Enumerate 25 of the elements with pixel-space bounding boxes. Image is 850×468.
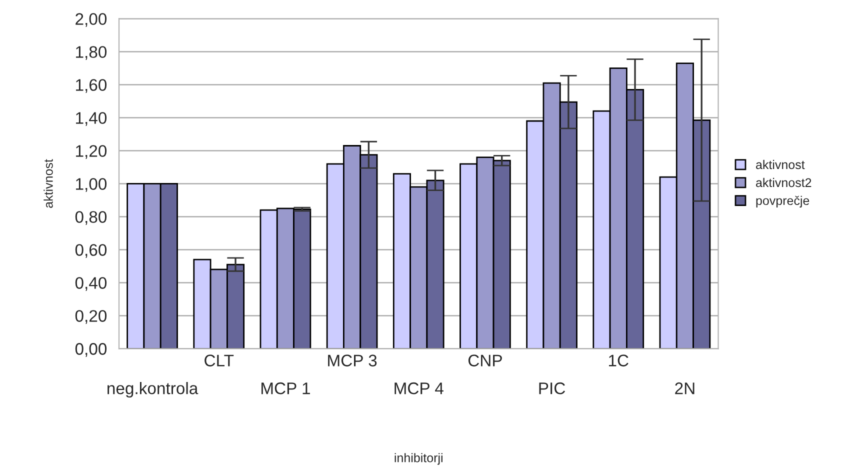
x-tick-label: PIC — [539, 382, 566, 394]
y-tick-label: 2,00 — [76, 13, 107, 27]
y-tick-label: 0,80 — [75, 211, 107, 225]
y-tick-label: 1,40 — [76, 112, 107, 126]
x-axis-title: inhibitorji — [394, 453, 442, 465]
x-tick-label: MCP 4 — [394, 382, 444, 394]
legend-label: povprečje — [756, 196, 810, 208]
y-tick-label: 1,80 — [76, 46, 107, 60]
y-tick-label: 1,00 — [76, 178, 107, 192]
y-tick-label: 0,20 — [75, 310, 107, 324]
legend-label: aktivnost2 — [756, 178, 812, 188]
y-tick-label: 0,60 — [75, 244, 107, 258]
x-tick-label: CNP — [468, 354, 502, 366]
x-tick-label: CLT — [204, 354, 234, 366]
y-axis-title: aktivnost — [44, 159, 53, 208]
legend-label: aktivnost — [756, 160, 805, 170]
y-tick-label: 1,60 — [76, 79, 107, 93]
x-tick-label: neg.kontrola — [108, 382, 198, 398]
x-tick-label: 2N — [675, 382, 694, 394]
x-tick-label: MCP 3 — [328, 354, 377, 366]
x-tick-label: MCP 1 — [262, 382, 310, 394]
y-tick-label: 0,40 — [75, 277, 107, 291]
y-tick-label: 0,00 — [75, 343, 107, 357]
x-tick-label: 1C — [608, 354, 628, 366]
y-tick-label: 1,20 — [76, 145, 107, 159]
